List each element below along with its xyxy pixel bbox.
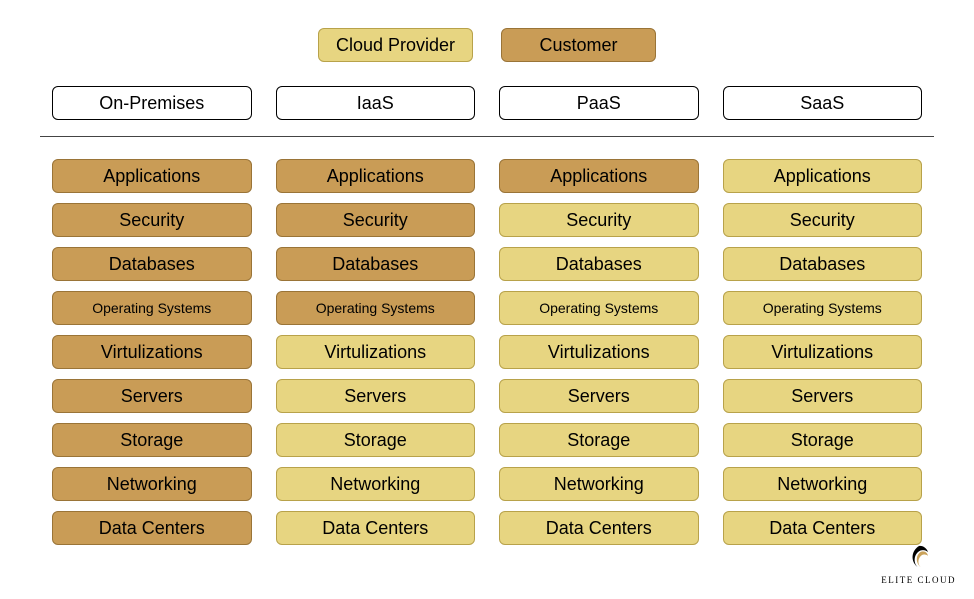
cell-paas-os: Operating Systems [499, 291, 699, 325]
cell-saas-databases: Databases [723, 247, 923, 281]
cell-onprem-databases: Databases [52, 247, 252, 281]
column-paas: Applications Security Databases Operating S… [499, 159, 699, 545]
header-paas: PaaS [499, 86, 699, 120]
cell-paas-dc: Data Centers [499, 511, 699, 545]
logo-icon [904, 543, 934, 573]
responsibility-grid: Applications Security Databases Operating S… [40, 159, 934, 545]
cell-iaas-os: Operating Systems [276, 291, 476, 325]
cell-paas-applications: Applications [499, 159, 699, 193]
cell-iaas-databases: Databases [276, 247, 476, 281]
cell-saas-dc: Data Centers [723, 511, 923, 545]
cell-iaas-networking: Networking [276, 467, 476, 501]
cell-paas-networking: Networking [499, 467, 699, 501]
cell-iaas-dc: Data Centers [276, 511, 476, 545]
cell-saas-security: Security [723, 203, 923, 237]
divider-line [40, 136, 934, 137]
legend-cloud-provider: Cloud Provider [318, 28, 473, 62]
cell-paas-servers: Servers [499, 379, 699, 413]
header-iaas: IaaS [276, 86, 476, 120]
cell-saas-virt: Virtulizations [723, 335, 923, 369]
cell-onprem-virt: Virtulizations [52, 335, 252, 369]
column-iaas: Applications Security Databases Operating S… [276, 159, 476, 545]
legend-customer: Customer [501, 28, 656, 62]
cell-onprem-networking: Networking [52, 467, 252, 501]
cell-onprem-dc: Data Centers [52, 511, 252, 545]
cell-paas-databases: Databases [499, 247, 699, 281]
brand-logo: ELITE CLOUD [881, 543, 956, 585]
cell-onprem-servers: Servers [52, 379, 252, 413]
cell-iaas-storage: Storage [276, 423, 476, 457]
cell-saas-applications: Applications [723, 159, 923, 193]
column-headers: On-Premises IaaS PaaS SaaS [40, 86, 934, 120]
cell-iaas-security: Security [276, 203, 476, 237]
cell-paas-security: Security [499, 203, 699, 237]
logo-text: ELITE CLOUD [881, 575, 956, 585]
cell-saas-servers: Servers [723, 379, 923, 413]
cell-onprem-applications: Applications [52, 159, 252, 193]
cell-paas-storage: Storage [499, 423, 699, 457]
cell-onprem-storage: Storage [52, 423, 252, 457]
cell-iaas-virt: Virtulizations [276, 335, 476, 369]
cell-saas-os: Operating Systems [723, 291, 923, 325]
header-saas: SaaS [723, 86, 923, 120]
cell-iaas-applications: Applications [276, 159, 476, 193]
cell-onprem-security: Security [52, 203, 252, 237]
cell-onprem-os: Operating Systems [52, 291, 252, 325]
column-on-premises: Applications Security Databases Operating S… [52, 159, 252, 545]
legend-row: Cloud Provider Customer [40, 28, 934, 62]
column-saas: Applications Security Databases Operating S… [723, 159, 923, 545]
cell-saas-storage: Storage [723, 423, 923, 457]
cell-saas-networking: Networking [723, 467, 923, 501]
cell-iaas-servers: Servers [276, 379, 476, 413]
header-on-premises: On-Premises [52, 86, 252, 120]
cell-paas-virt: Virtulizations [499, 335, 699, 369]
